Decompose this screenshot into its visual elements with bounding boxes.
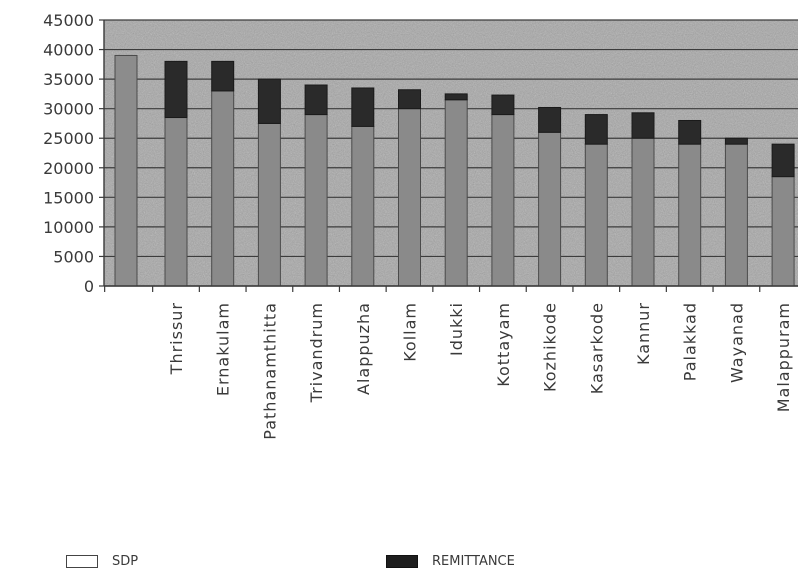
bars xyxy=(114,54,795,287)
legend-swatch-sdp xyxy=(66,555,98,568)
x-tick-label-palakkad: Palakkad xyxy=(681,302,700,381)
x-tick-label-ernakulam: Ernakulam xyxy=(214,302,233,396)
bar-remittance-kollam xyxy=(398,89,421,110)
x-axis-labels: Thrissur Ernakulam Pathanamthitta Trivandru… xyxy=(167,302,793,440)
bar-sdp-pathanamthitta xyxy=(257,122,281,287)
y-tick-label: 40000 xyxy=(43,41,94,60)
y-tick-label: 15000 xyxy=(43,188,94,207)
bar-remittance-pathanamthitta xyxy=(257,78,281,124)
x-tick-label-wayanad: Wayanad xyxy=(727,302,746,383)
bar-sdp-trivandrum xyxy=(304,114,328,287)
x-tick-label-kasarkode: Kasarkode xyxy=(587,302,606,394)
bar-remittance-kasarkode xyxy=(584,114,608,145)
x-tick-label-pathanamthitta: Pathanamthitta xyxy=(260,302,279,440)
y-tick-label: 5000 xyxy=(53,247,94,266)
axes xyxy=(99,19,798,292)
bar-remittance-palakkad xyxy=(678,119,702,145)
bar-remittance-trivandrum xyxy=(304,84,328,116)
bar-remittance-wayanad xyxy=(724,137,748,145)
bar-sdp-malappuram xyxy=(771,176,795,287)
bar-sdp-wayanad xyxy=(724,143,748,287)
bar-sdp-kannur xyxy=(631,137,655,287)
x-tick-label-kollam: Kollam xyxy=(401,302,420,362)
x-tick-label-idukki: Idukki xyxy=(447,302,466,356)
x-tick-label-alappuzha: Alappuzha xyxy=(354,302,373,395)
bar-remittance-ernakulam xyxy=(211,60,235,92)
bar-sdp-ernakulam xyxy=(211,90,235,287)
bar-sdp-kasarkode xyxy=(584,143,608,287)
y-tick-label: 45000 xyxy=(43,11,94,30)
legend-label-remittance: REMITTANCE xyxy=(432,554,515,569)
bar-sdp-idukki xyxy=(444,99,468,287)
bar-extra xyxy=(114,54,138,287)
y-axis-ticks: 0 5000 10000 15000 20000 25000 30000 35000 40000… xyxy=(43,11,94,296)
y-tick-label: 0 xyxy=(84,277,94,296)
y-tick-label: 10000 xyxy=(43,218,94,237)
bar-sdp-kozhikode xyxy=(538,131,562,287)
bar-remittance-kozhikode xyxy=(538,106,562,133)
legend-item-remittance: REMITTANCE xyxy=(386,554,515,569)
x-tick-label-kottayam: Kottayam xyxy=(494,302,513,387)
legend-swatch-remittance xyxy=(386,555,418,568)
legend-label-sdp: SDP xyxy=(112,554,139,569)
x-tick-label-thrissur: Thrissur xyxy=(167,302,186,375)
bar-remittance-malappuram xyxy=(771,143,795,178)
bar-remittance-idukki xyxy=(444,93,468,101)
bar-remittance-thrissur xyxy=(164,60,188,119)
x-tick-label-trivandrum: Trivandrum xyxy=(307,302,326,403)
bar-remittance-kottayam xyxy=(491,94,515,116)
bar-sdp-alappuzha xyxy=(351,125,375,287)
bar-sdp-palakkad xyxy=(678,143,702,287)
x-tick-label-malappuram: Malappuram xyxy=(774,302,793,412)
bar-sdp-thrissur xyxy=(164,117,188,287)
x-tick-label-kozhikode: Kozhikode xyxy=(541,302,560,392)
bar-sdp-kollam xyxy=(398,108,421,287)
y-tick-label: 20000 xyxy=(43,159,94,178)
bar-sdp-kottayam xyxy=(491,114,515,287)
bar-remittance-kannur xyxy=(631,112,655,139)
x-tick-label-kannur: Kannur xyxy=(634,302,653,365)
y-tick-label: 35000 xyxy=(43,70,94,89)
y-tick-label: 30000 xyxy=(43,100,94,119)
legend-item-sdp: SDP xyxy=(66,554,138,569)
y-tick-label: 25000 xyxy=(43,129,94,148)
bar-remittance-alappuzha xyxy=(351,87,375,127)
